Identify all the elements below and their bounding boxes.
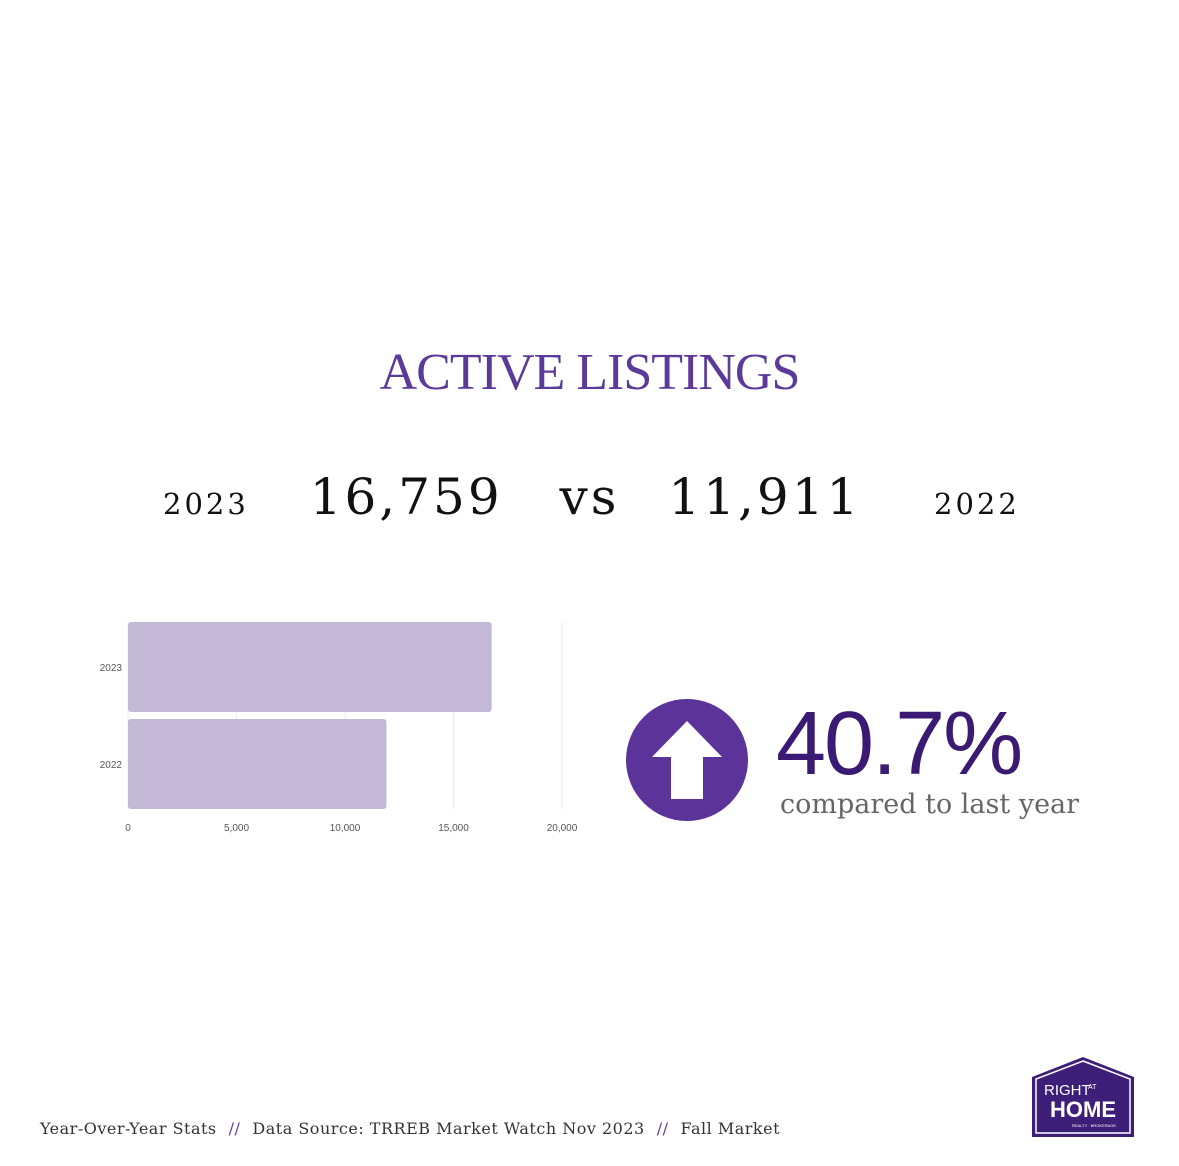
page-title: ACTIVE LISTINGS [379,344,801,401]
footer: Year-Over-Year Stats // Data Source: TRREB… [40,1119,780,1138]
year-left-label: 2023 [163,487,249,521]
x-tick-label: 10,000 [330,823,361,834]
footer-source: Data Source: TRREB Market Watch Nov 2023 [252,1119,645,1138]
bar-chart: 2023 2022 0 5,000 10,000 15,000 20,000 [100,622,578,834]
logo-text-brokerage: REALTY · BROKERAGE [1072,1123,1116,1128]
value-2022: 11,911 [668,468,862,526]
comparison-values: 16,759 vs 11,911 [0,468,1179,526]
change-caption: compared to last year [780,789,1080,820]
footer-stats-label: Year-Over-Year Stats [40,1119,217,1138]
x-tick-label: 0 [125,823,131,834]
vs-label: vs [559,468,620,526]
footer-separator: // [228,1119,241,1138]
category-label: 2022 [100,760,123,771]
footer-market: Fall Market [680,1119,781,1138]
x-tick-label: 15,000 [438,823,469,834]
footer-separator: // [656,1119,669,1138]
logo-text-right: RIGHT [1044,1082,1091,1099]
bar-2022 [128,719,387,809]
x-tick-label: 5,000 [224,823,249,834]
brand-logo: RIGHT AT HOME REALTY · BROKERAGE [1030,1055,1136,1139]
x-tick-label: 20,000 [547,823,578,834]
logo-text-at: AT [1088,1084,1097,1091]
up-arrow-icon [626,699,748,821]
value-2023: 16,759 [309,468,503,526]
bar-2023 [128,622,492,712]
change-percent: 40.7% [776,694,1023,794]
logo-text-home: HOME [1050,1097,1116,1122]
category-label: 2023 [100,663,123,674]
year-right-label: 2022 [934,487,1020,521]
